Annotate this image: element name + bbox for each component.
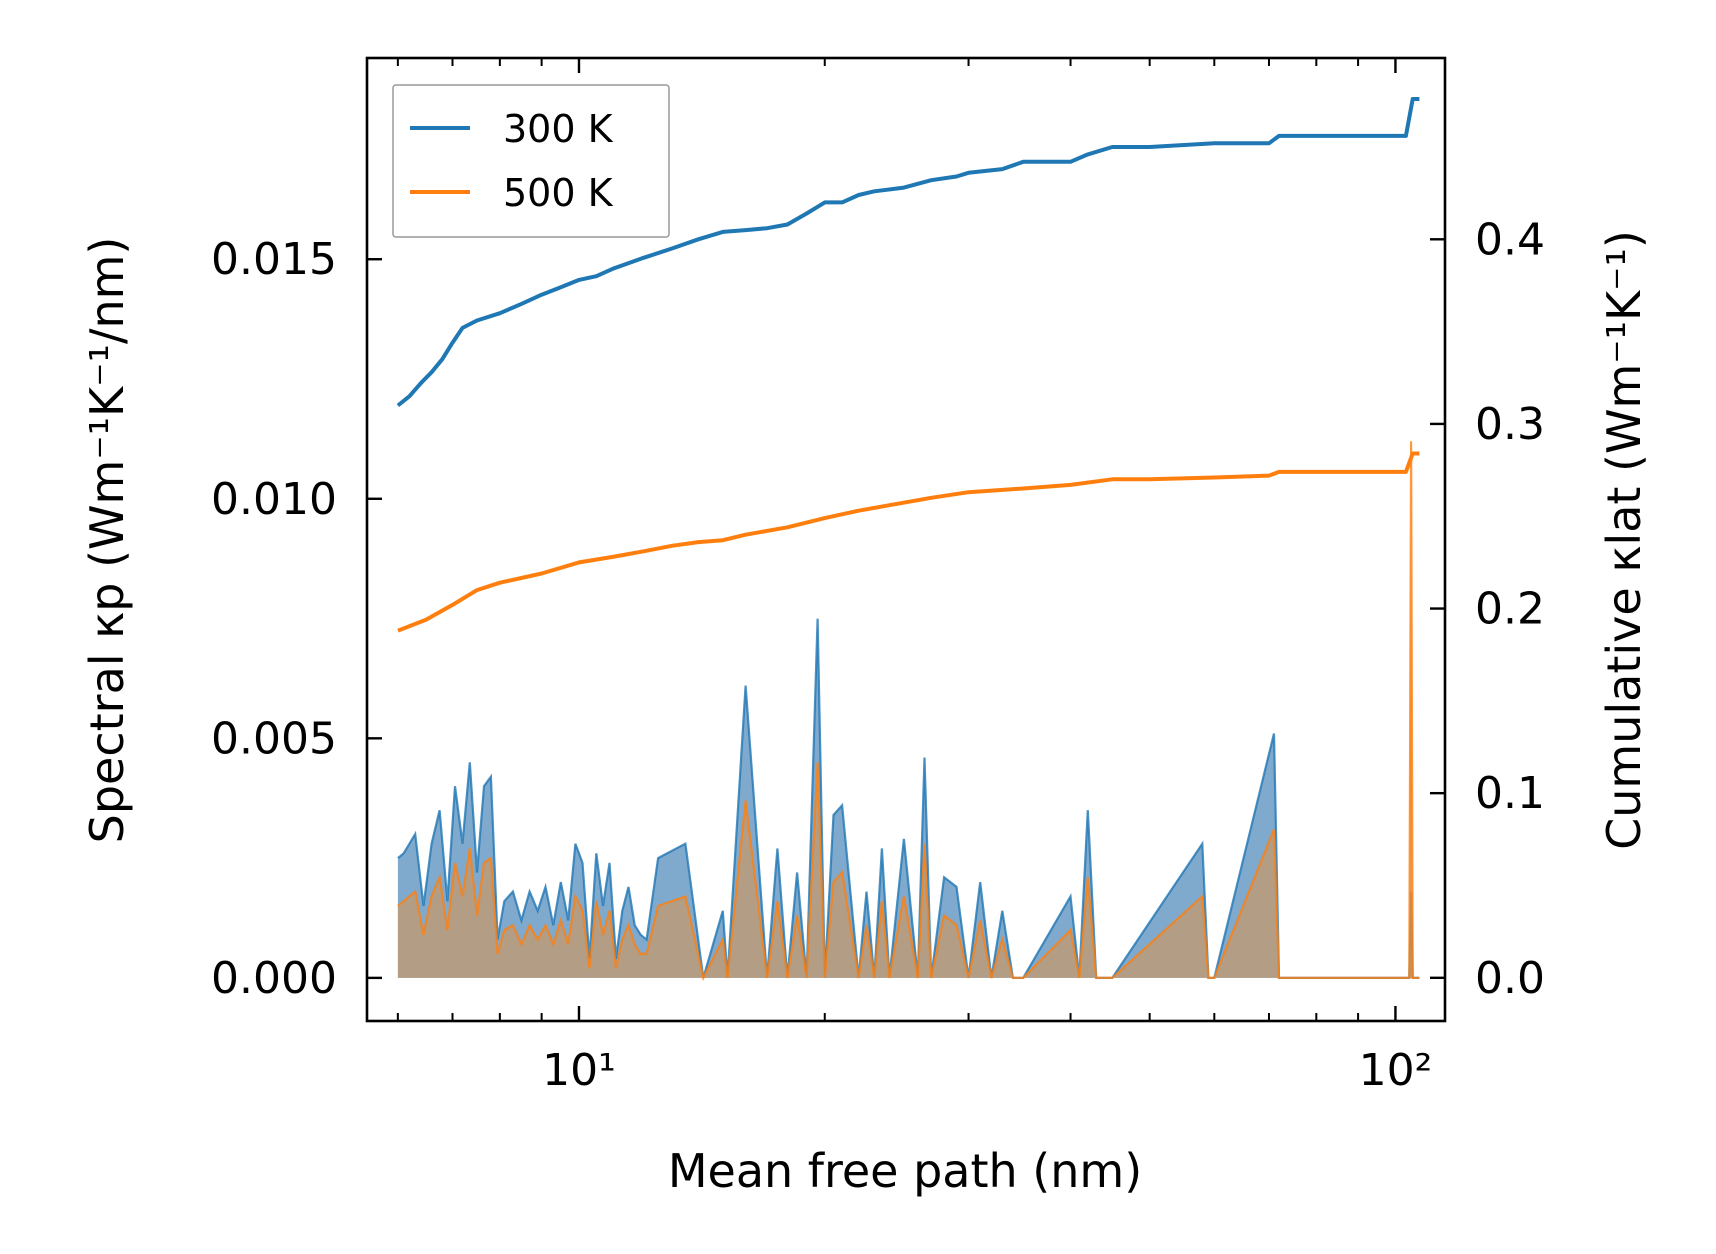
y-right-tick-label: 0.2: [1475, 584, 1545, 635]
cumulative-line-300K: [396, 97, 1420, 408]
y-left-tick-label: 0.005: [211, 713, 337, 764]
y-right-tick-label: 0.4: [1475, 214, 1545, 265]
y-right-tick-label: 0.1: [1475, 768, 1545, 819]
y-left-tick-label: 0.015: [211, 234, 337, 285]
y-axis-label-right: Cumulative κlat (Wm⁻¹K⁻¹): [1597, 230, 1651, 850]
spectral-line-500K: [397, 441, 1420, 982]
x-tick-label: 10¹: [542, 1045, 616, 1096]
ticks: 10¹ 10² 0.000 0.005 0.010 0.015 0.0 0.1 0.2 0.3 0.…: [211, 58, 1545, 1096]
legend-box: [392, 84, 670, 238]
y-left-tick-label: 0.010: [211, 474, 337, 525]
plot-frame: [365, 56, 1447, 1023]
legend-label-500K: 500 K: [503, 171, 614, 215]
cumulative-line-500K: [397, 451, 1420, 633]
legend: 300 K 500 K: [392, 84, 670, 238]
x-tick-label: 10²: [1359, 1045, 1433, 1096]
y-axis-label-left: Spectral κp (Wm⁻¹K⁻¹/nm): [80, 237, 134, 844]
plot-area: [396, 97, 1420, 982]
legend-label-300K: 300 K: [503, 107, 614, 151]
x-axis-label: Mean free path (nm): [668, 1144, 1142, 1198]
y-right-tick-label: 0.3: [1475, 399, 1545, 450]
y-right-tick-label: 0.0: [1475, 953, 1545, 1004]
y-left-tick-label: 0.000: [211, 953, 337, 1004]
